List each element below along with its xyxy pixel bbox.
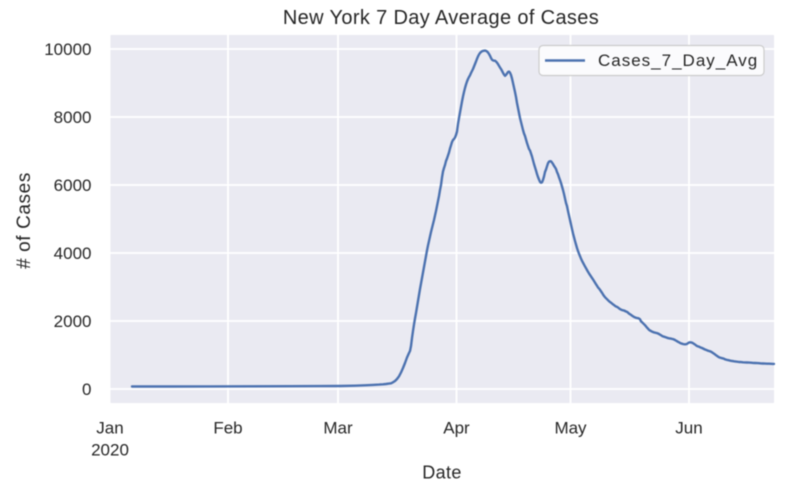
svg-text:4000: 4000 bbox=[54, 244, 92, 263]
svg-text:6000: 6000 bbox=[54, 176, 92, 195]
svg-text:10000: 10000 bbox=[44, 40, 91, 59]
svg-text:New York 7 Day Average of Case: New York 7 Day Average of Cases bbox=[283, 7, 599, 29]
svg-text:Jun: Jun bbox=[675, 419, 702, 438]
svg-text:2000: 2000 bbox=[54, 312, 92, 331]
svg-text:Mar: Mar bbox=[323, 419, 353, 438]
svg-text:Apr: Apr bbox=[443, 419, 470, 438]
svg-text:Cases_7_Day_Avg: Cases_7_Day_Avg bbox=[598, 51, 758, 70]
svg-text:May: May bbox=[554, 419, 587, 438]
svg-text:8000: 8000 bbox=[54, 108, 92, 127]
svg-text:2020: 2020 bbox=[91, 441, 129, 460]
svg-text:Feb: Feb bbox=[213, 419, 242, 438]
svg-text:0: 0 bbox=[82, 380, 91, 399]
svg-text:Date: Date bbox=[422, 463, 462, 483]
svg-text:# of Cases: # of Cases bbox=[14, 172, 35, 269]
svg-text:Jan: Jan bbox=[96, 419, 123, 438]
